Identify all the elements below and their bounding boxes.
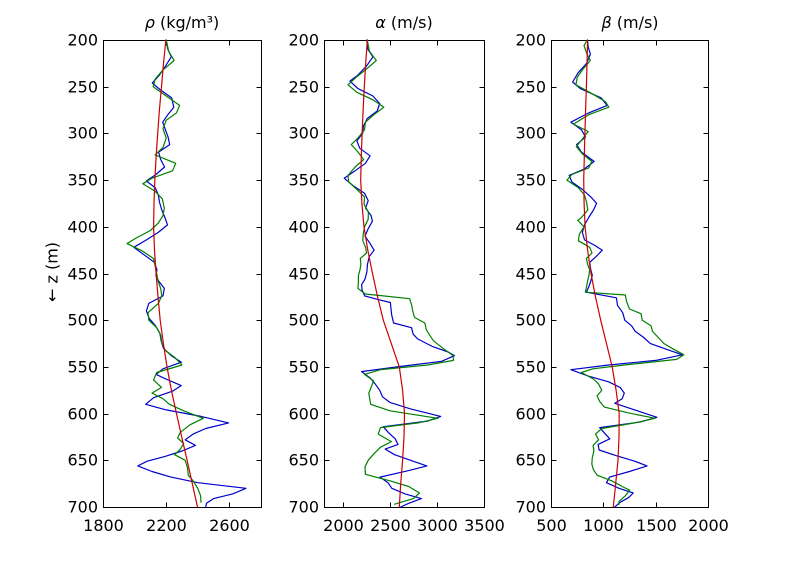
red-trend-line <box>360 39 406 508</box>
y-tick-label: 500 <box>515 311 546 330</box>
y-tick-label: 400 <box>67 218 98 237</box>
x-tick-label: 2200 <box>146 516 187 535</box>
alpha-title: α (m/s) <box>375 13 432 32</box>
y-tick-label: 300 <box>67 124 98 143</box>
beta-symbol: β <box>601 13 612 32</box>
x-tick-label: 2500 <box>370 516 411 535</box>
x-tick-label: 2000 <box>323 516 364 535</box>
x-tick-label: 2600 <box>209 516 250 535</box>
x-tick-label: 2000 <box>688 516 729 535</box>
y-tick-label: 600 <box>288 405 319 424</box>
y-tick-label: 350 <box>67 171 98 190</box>
y-tick-label: 300 <box>288 124 319 143</box>
y-tick-label: 600 <box>515 405 546 424</box>
y-tick-label: 450 <box>67 265 98 284</box>
blue-log-line <box>568 39 684 508</box>
y-tick-label: 550 <box>288 358 319 377</box>
x-tick-label: 500 <box>536 516 567 535</box>
z-axis-label: ← z (m) <box>42 241 62 303</box>
blue-log-line <box>133 39 247 508</box>
y-tick-label: 500 <box>67 311 98 330</box>
y-tick-label: 200 <box>67 31 98 50</box>
rho-title: ρ (kg/m³) <box>145 13 220 32</box>
y-tick-label: 200 <box>288 31 319 50</box>
y-tick-label: 600 <box>67 405 98 424</box>
alpha-unit: (m/s) <box>385 13 433 32</box>
y-tick-label: 650 <box>67 451 98 470</box>
y-tick-label: 400 <box>288 218 319 237</box>
beta-title: β (m/s) <box>601 13 658 32</box>
subplot-frame <box>551 40 709 508</box>
y-tick-label: 250 <box>288 78 319 97</box>
y-tick-label: 650 <box>515 451 546 470</box>
y-tick-label: 350 <box>288 171 319 190</box>
y-tick-label: 700 <box>515 498 546 517</box>
x-tick-label: 3000 <box>417 516 458 535</box>
alpha-symbol: α <box>375 13 386 32</box>
y-tick-label: 200 <box>515 31 546 50</box>
green-log-line <box>566 39 685 505</box>
y-tick-label: 500 <box>288 311 319 330</box>
y-tick-label: 550 <box>515 358 546 377</box>
y-tick-label: 350 <box>515 171 546 190</box>
rho-symbol: ρ <box>144 13 155 32</box>
red-trend-line <box>583 39 620 508</box>
rho-unit: (kg/m³) <box>154 13 220 32</box>
x-tick-label: 1800 <box>83 516 124 535</box>
y-tick-label: 400 <box>515 218 546 237</box>
y-tick-label: 650 <box>288 451 319 470</box>
y-tick-label: 700 <box>67 498 98 517</box>
y-tick-label: 300 <box>515 124 546 143</box>
y-tick-label: 250 <box>515 78 546 97</box>
green-log-line <box>126 39 204 503</box>
y-tick-label: 450 <box>288 265 319 284</box>
green-log-line <box>347 39 455 505</box>
x-tick-label: 1500 <box>636 516 677 535</box>
y-tick-label: 450 <box>515 265 546 284</box>
subplot-frame <box>103 40 262 508</box>
y-tick-label: 700 <box>288 498 319 517</box>
x-tick-label: 3500 <box>464 516 505 535</box>
y-tick-label: 250 <box>67 78 98 97</box>
blue-log-line <box>343 39 455 508</box>
red-trend-line <box>153 39 199 508</box>
beta-unit: (m/s) <box>611 13 659 32</box>
x-tick-label: 1000 <box>583 516 624 535</box>
y-tick-label: 550 <box>67 358 98 377</box>
